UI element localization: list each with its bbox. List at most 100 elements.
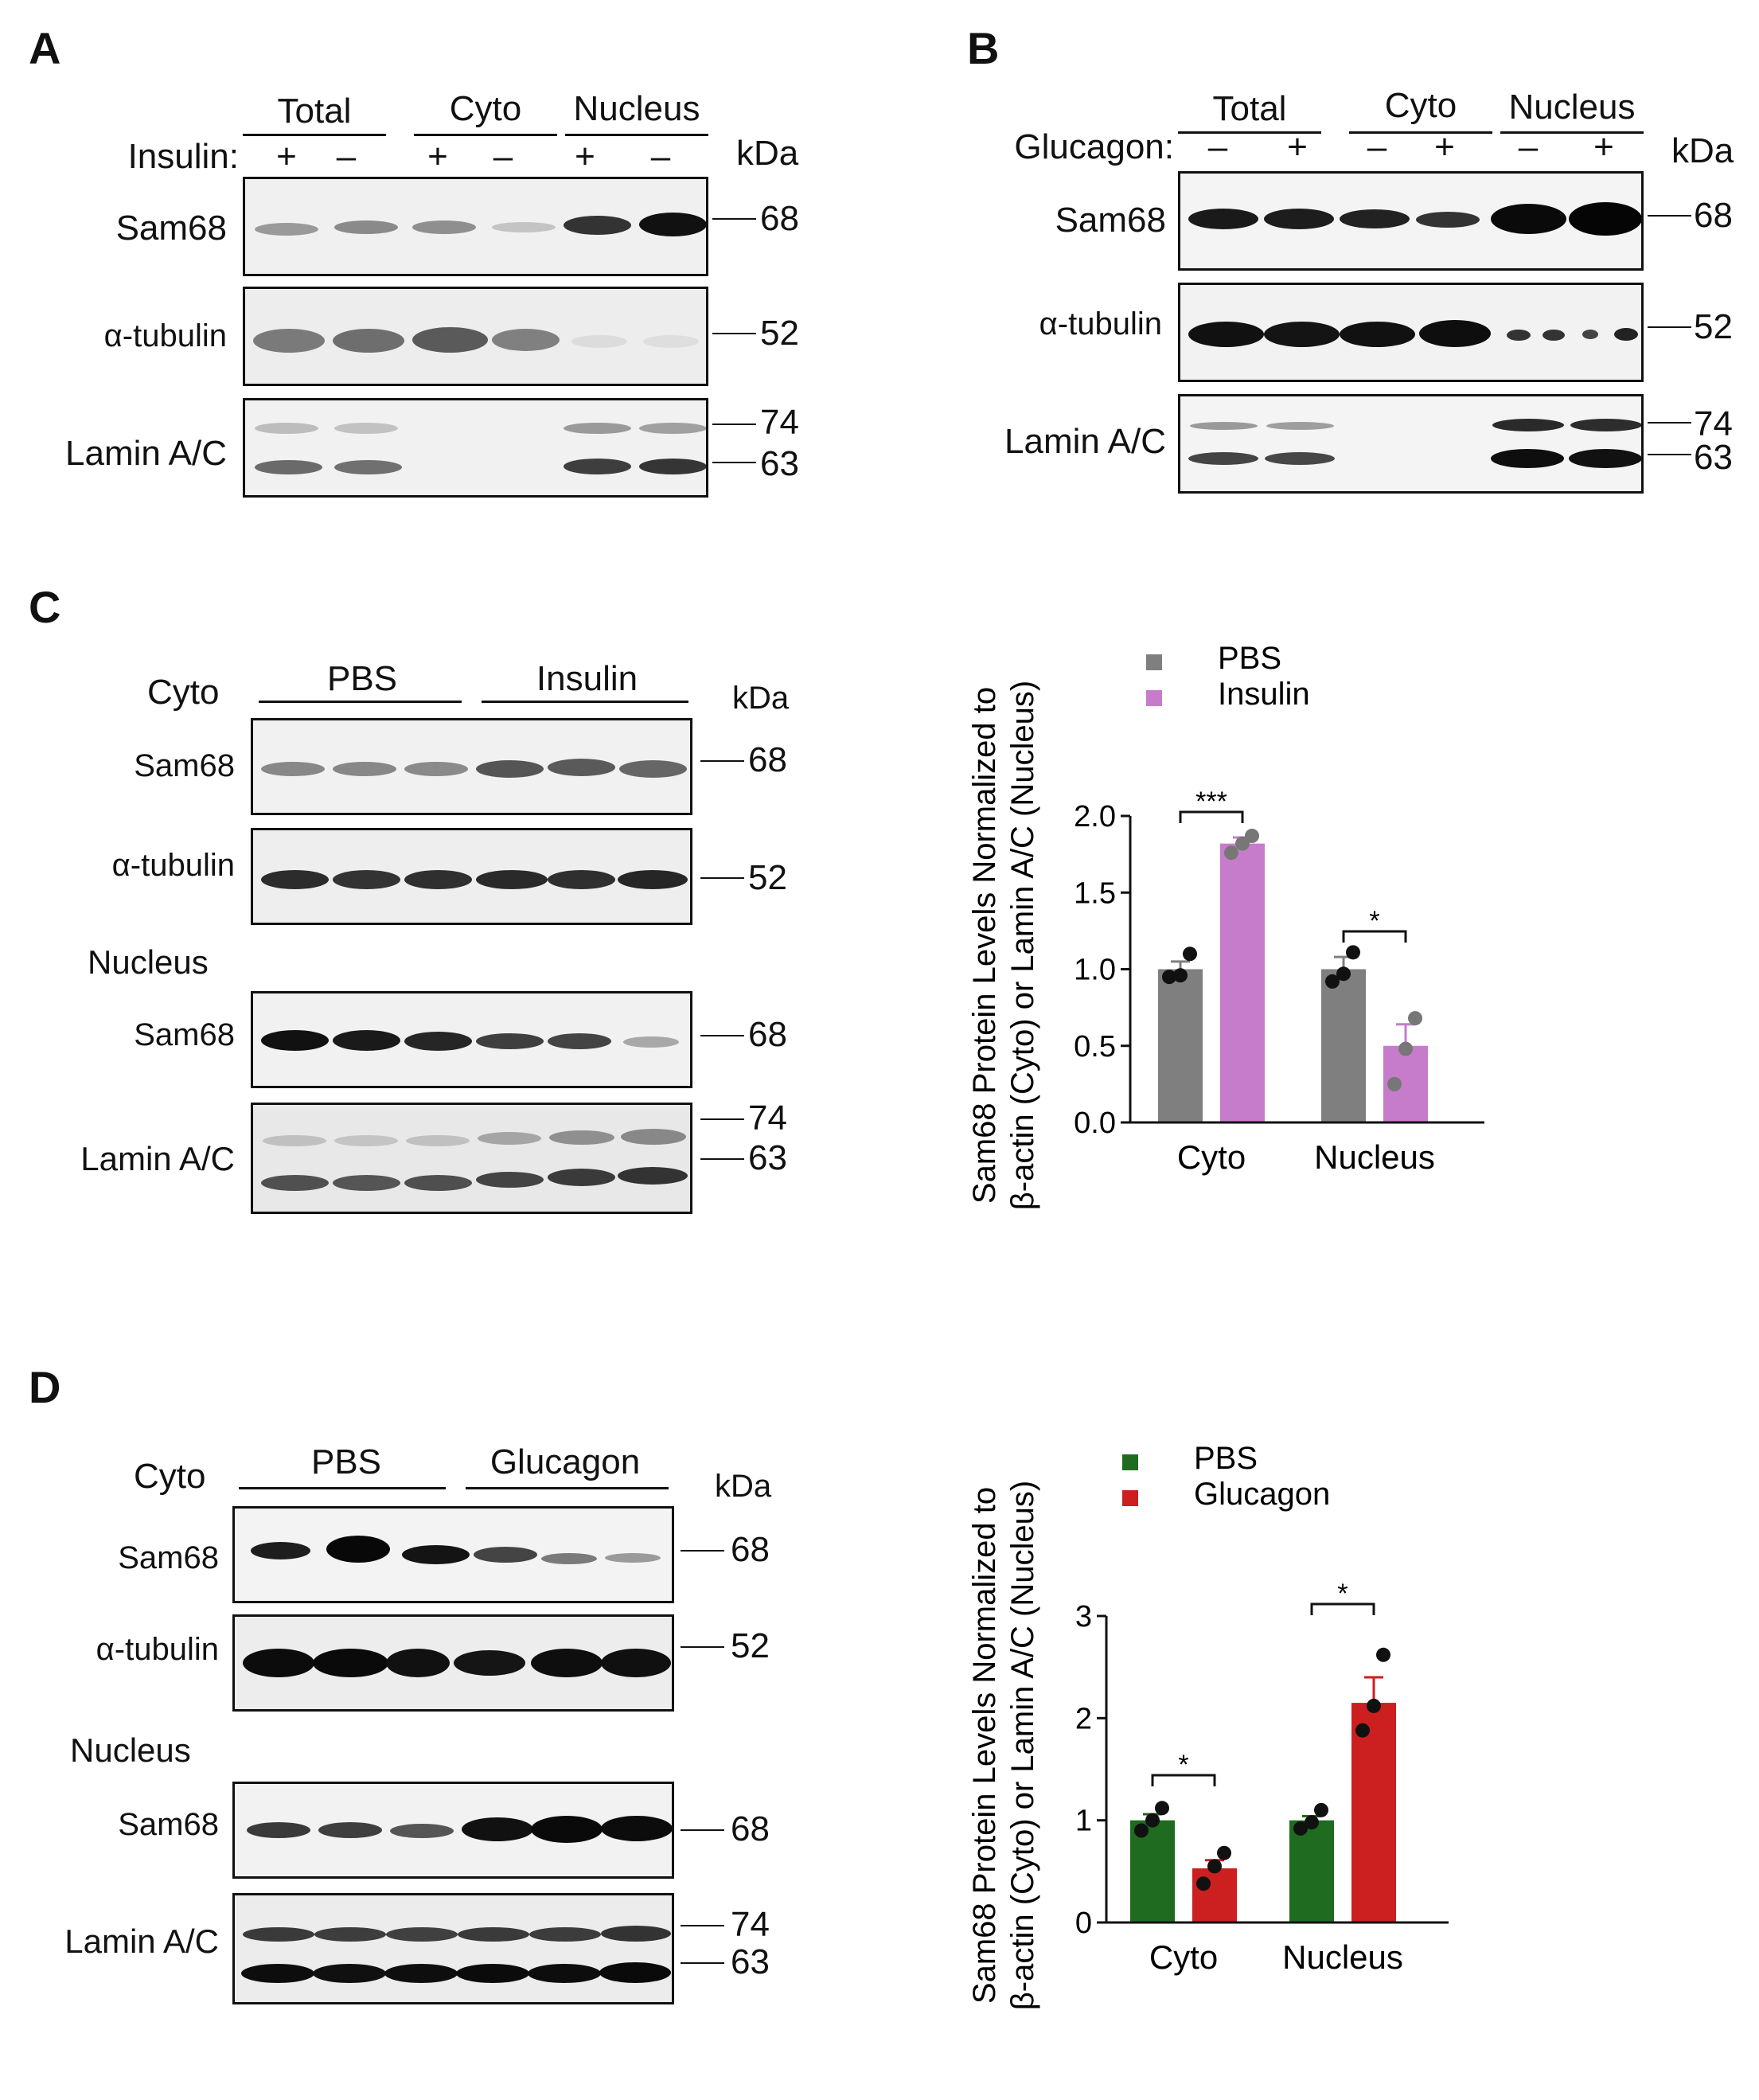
data-point xyxy=(1293,1821,1308,1836)
marker-63: 63 xyxy=(731,1942,770,1981)
x-tick-label: Cyto xyxy=(1177,1138,1246,1176)
sign: – xyxy=(493,137,513,176)
marker-tick xyxy=(700,877,744,879)
data-point xyxy=(1346,945,1360,960)
group-label-total: Total xyxy=(1212,89,1287,128)
group-line-cyto xyxy=(414,134,557,136)
row-label-sam68: Sam68 xyxy=(1055,201,1166,240)
blot-c-cyto-tubulin xyxy=(251,828,692,925)
data-point xyxy=(1376,1647,1390,1662)
data-point xyxy=(1196,1876,1211,1891)
blot-c-cyto-sam68 xyxy=(251,718,692,815)
data-point xyxy=(1207,1859,1222,1874)
y-axis-label: β-actin (Cyto) or Lamin A/C (Nucleus) xyxy=(1005,681,1040,1210)
bar xyxy=(1321,969,1366,1122)
group-label-insulin: Insulin xyxy=(536,659,638,698)
blot-a-lamin xyxy=(243,398,708,498)
row-label-lamin: Lamin A/C xyxy=(65,434,227,473)
treatment-label: Glucagon: xyxy=(1014,127,1174,166)
y-axis-label: Sam68 Protein Levels Normalized to xyxy=(967,1487,1002,2004)
legend-label: Insulin xyxy=(1218,677,1310,712)
x-tick-label: Cyto xyxy=(1149,1938,1218,1976)
marker-tick xyxy=(681,1829,724,1831)
marker-tick xyxy=(700,1158,744,1160)
row-label-lamin: Lamin A/C xyxy=(64,1922,219,1960)
legend-label: PBS xyxy=(1218,641,1281,676)
group-line-glucagon xyxy=(466,1487,669,1489)
significance-label: *** xyxy=(1195,787,1227,817)
group-label-nucleus: Nucleus xyxy=(1508,88,1636,127)
marker-68: 68 xyxy=(760,199,799,238)
row-label-tubulin: α-tubulin xyxy=(96,1632,219,1667)
sign: + xyxy=(276,137,297,176)
data-point xyxy=(1305,1815,1319,1830)
kda-label: kDa xyxy=(715,1469,772,1504)
sign: + xyxy=(575,137,595,176)
marker-tick xyxy=(712,462,756,463)
section-nucleus: Nucleus xyxy=(88,943,209,981)
data-point xyxy=(1162,970,1176,985)
kda-label: kDa xyxy=(1671,131,1734,170)
group-line-cyto xyxy=(1349,131,1492,134)
bar xyxy=(1220,843,1265,1122)
x-tick-label: Nucleus xyxy=(1282,1938,1403,1976)
sign: – xyxy=(1518,127,1539,166)
blot-d-nuc-lamin xyxy=(232,1893,674,2004)
marker-74: 74 xyxy=(1694,404,1733,443)
row-label-tubulin: α-tubulin xyxy=(111,848,235,883)
data-point xyxy=(1367,1698,1381,1713)
treatment-label: Insulin: xyxy=(127,137,239,176)
blot-d-cyto-sam68 xyxy=(232,1506,674,1603)
marker-tick xyxy=(681,1962,724,1964)
panel-label-c: C xyxy=(29,582,61,632)
group-line-nucleus xyxy=(565,134,708,136)
marker-tick xyxy=(712,333,756,334)
bar xyxy=(1289,1820,1334,1922)
group-line-total xyxy=(1178,131,1321,134)
marker-52: 52 xyxy=(1694,307,1733,346)
marker-tick xyxy=(712,218,756,220)
data-point xyxy=(1314,1802,1328,1817)
significance-bracket xyxy=(1310,1602,1375,1615)
sign: + xyxy=(1434,127,1455,166)
marker-68: 68 xyxy=(748,740,787,779)
marker-68: 68 xyxy=(731,1809,770,1848)
data-point xyxy=(1145,1813,1160,1828)
sign: – xyxy=(1207,127,1228,166)
kda-label: kDa xyxy=(732,681,790,716)
y-tick-label: 2 xyxy=(1075,1702,1092,1735)
group-label-pbs: PBS xyxy=(310,1442,382,1481)
data-point xyxy=(1134,1823,1149,1838)
sign: + xyxy=(1287,127,1308,166)
chart-d: Sam68 Protein Levels Normalized to β-acti… xyxy=(967,1441,1449,2010)
blot-b-tubulin xyxy=(1178,283,1644,382)
legend-swatch xyxy=(1146,690,1162,706)
row-label-sam68: Sam68 xyxy=(115,209,227,248)
group-label-pbs: PBS xyxy=(326,659,398,698)
row-label-tubulin: α-tubulin xyxy=(103,318,227,353)
x-tick-label: Nucleus xyxy=(1314,1138,1435,1176)
row-label-sam68: Sam68 xyxy=(118,1540,219,1575)
bar xyxy=(1192,1868,1237,1922)
marker-tick xyxy=(1648,422,1691,424)
panel-label-a: A xyxy=(29,23,61,73)
blot-b-sam68 xyxy=(1178,171,1644,271)
marker-52: 52 xyxy=(760,314,799,353)
sign: – xyxy=(1367,127,1387,166)
legend-swatch xyxy=(1122,1454,1138,1470)
data-point xyxy=(1336,966,1351,982)
sign: – xyxy=(650,137,671,176)
y-axis-label: β-actin (Cyto) or Lamin A/C (Nucleus) xyxy=(1005,1481,1040,2010)
legend-swatch xyxy=(1146,654,1162,670)
data-point xyxy=(1398,1041,1413,1056)
significance-bracket xyxy=(1179,810,1244,823)
blot-b-lamin xyxy=(1178,394,1644,494)
group-line-pbs xyxy=(239,1487,446,1489)
legend-label: PBS xyxy=(1194,1441,1258,1476)
panel-label-d: D xyxy=(29,1362,61,1412)
blot-d-cyto-tubulin xyxy=(232,1614,674,1712)
data-point xyxy=(1224,845,1238,861)
legend-label: Glucagon xyxy=(1194,1477,1330,1512)
section-cyto: Cyto xyxy=(134,1457,206,1496)
bar xyxy=(1130,1820,1175,1922)
